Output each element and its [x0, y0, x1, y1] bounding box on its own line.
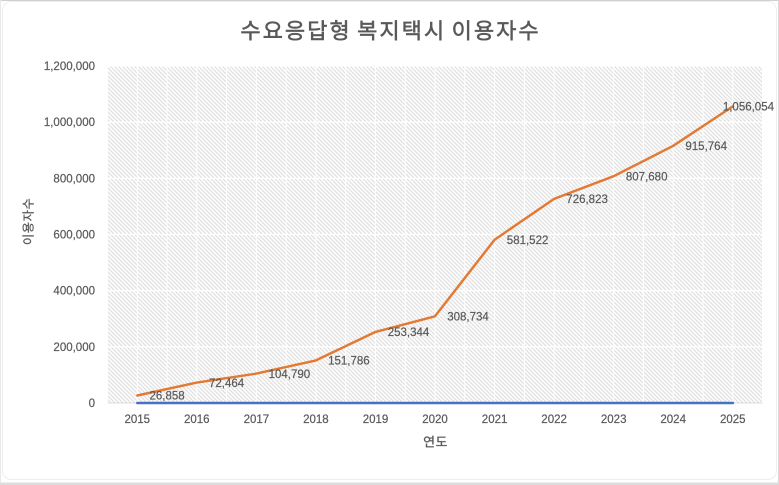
svg-text:200,000: 200,000 [53, 342, 95, 354]
svg-text:915,764: 915,764 [685, 141, 727, 153]
svg-text:72,464: 72,464 [209, 378, 245, 390]
svg-text:2022: 2022 [541, 414, 567, 426]
svg-text:581,522: 581,522 [507, 235, 549, 247]
svg-text:807,680: 807,680 [626, 171, 668, 183]
svg-text:2017: 2017 [244, 414, 270, 426]
svg-text:1,200,000: 1,200,000 [44, 61, 95, 73]
svg-text:2025: 2025 [720, 414, 746, 426]
svg-text:2024: 2024 [660, 414, 686, 426]
svg-text:600,000: 600,000 [53, 230, 95, 242]
svg-text:2015: 2015 [125, 414, 151, 426]
svg-text:726,823: 726,823 [566, 194, 608, 206]
svg-text:2023: 2023 [601, 414, 627, 426]
svg-text:2016: 2016 [184, 414, 210, 426]
svg-text:2019: 2019 [363, 414, 389, 426]
svg-text:2021: 2021 [482, 414, 508, 426]
svg-text:151,786: 151,786 [328, 356, 370, 368]
svg-text:308,734: 308,734 [447, 312, 489, 324]
svg-text:2018: 2018 [303, 414, 329, 426]
svg-text:2020: 2020 [422, 414, 448, 426]
svg-text:104,790: 104,790 [269, 369, 311, 381]
svg-text:253,344: 253,344 [388, 327, 430, 339]
svg-text:800,000: 800,000 [53, 173, 95, 185]
svg-text:400,000: 400,000 [53, 286, 95, 298]
svg-text:26,858: 26,858 [150, 391, 185, 403]
svg-text:1,000,000: 1,000,000 [44, 117, 95, 129]
svg-text:0: 0 [89, 398, 95, 410]
svg-text:1,056,054: 1,056,054 [723, 102, 775, 114]
